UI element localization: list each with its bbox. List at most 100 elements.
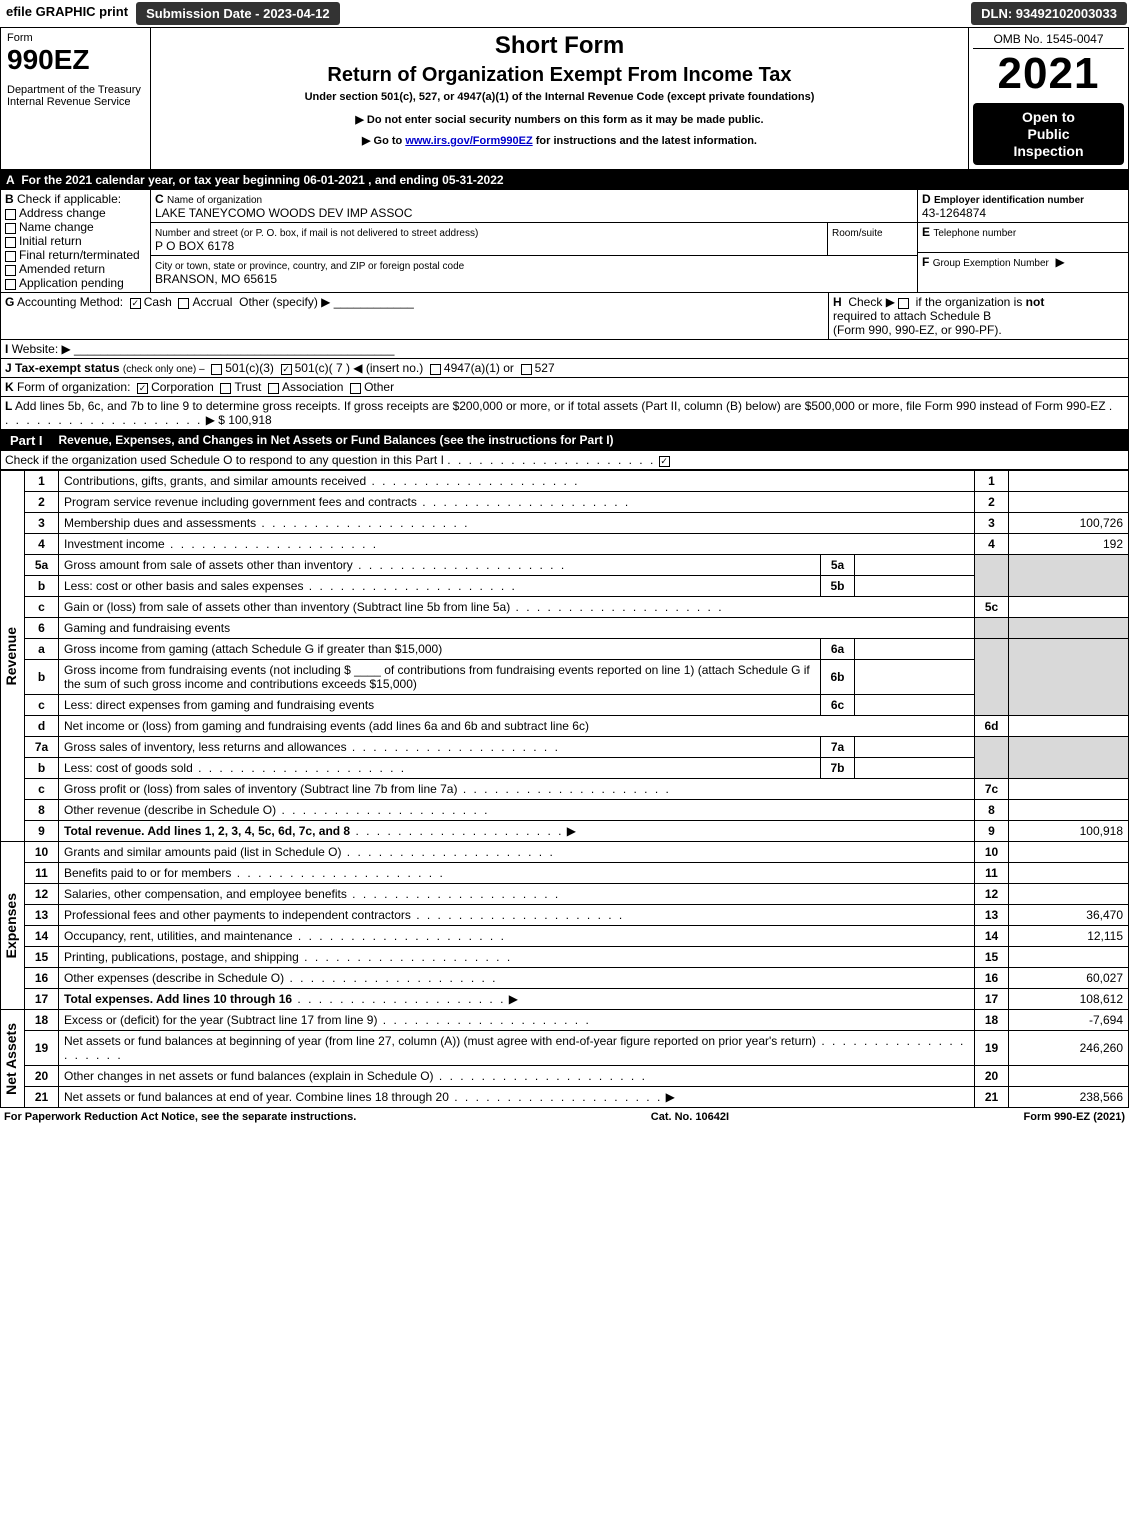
k-label: Form of organization: — [17, 380, 130, 394]
header-right: OMB No. 1545-0047 2021 Open to Public In… — [968, 28, 1128, 169]
b-checkbox[interactable] — [5, 251, 16, 262]
goto-post: for instructions and the latest informat… — [536, 135, 757, 147]
line-text: Contributions, gifts, grants, and simila… — [64, 474, 366, 488]
line-text: Investment income — [64, 537, 165, 551]
sub-amount — [855, 737, 975, 758]
line-number: 2 — [25, 492, 59, 513]
line-ref: 10 — [975, 842, 1009, 863]
line-text: Other changes in net assets or fund bala… — [64, 1069, 434, 1083]
h-text3: required to attach Schedule B — [833, 309, 991, 323]
dln-pill: DLN: 93492102003033 — [971, 2, 1127, 25]
j-527-checkbox[interactable] — [521, 364, 532, 375]
sub-amount — [855, 576, 975, 597]
accrual-checkbox[interactable] — [178, 298, 189, 309]
line-ref: 12 — [975, 884, 1009, 905]
line-number: 10 — [25, 842, 59, 863]
goto-link[interactable]: www.irs.gov/Form990EZ — [405, 135, 532, 147]
b-option: Final return/terminated — [5, 248, 146, 262]
e-label: Telephone number — [933, 228, 1016, 239]
line-ref: 8 — [975, 800, 1009, 821]
revenue-vlabel: Revenue — [1, 625, 21, 687]
b-checkbox[interactable] — [5, 265, 16, 276]
l-amount: $ 100,918 — [218, 413, 271, 427]
j-4947-checkbox[interactable] — [430, 364, 441, 375]
line-number: c — [25, 597, 59, 618]
k-other-checkbox[interactable] — [350, 383, 361, 394]
line-number: 17 — [25, 989, 59, 1010]
sub-ref: 5b — [821, 576, 855, 597]
line-number: 1 — [25, 471, 59, 492]
sub-amount — [855, 639, 975, 660]
line-amount: 238,566 — [1009, 1087, 1129, 1108]
j-501c3-checkbox[interactable] — [211, 364, 222, 375]
j-opt3: 4947(a)(1) or — [444, 361, 514, 375]
grey-cell — [1009, 618, 1129, 639]
line-text: Benefits paid to or for members — [64, 866, 231, 880]
line-amount — [1009, 492, 1129, 513]
line-text: Membership dues and assessments — [64, 516, 256, 530]
goto-pre: ▶ Go to — [362, 135, 405, 147]
line-amount — [1009, 716, 1129, 737]
section-b: B Check if applicable: Address changeNam… — [1, 190, 151, 292]
line-number: d — [25, 716, 59, 737]
sub-ref: 5a — [821, 555, 855, 576]
k-corp-checkbox[interactable]: ✓ — [137, 383, 148, 394]
line-ref: 7c — [975, 779, 1009, 800]
sub-ref: 7b — [821, 758, 855, 779]
line-ref: 16 — [975, 968, 1009, 989]
line-text: Printing, publications, postage, and shi… — [64, 950, 299, 964]
sub-amount — [855, 660, 975, 695]
b-option: Address change — [5, 206, 146, 220]
b-checkbox[interactable] — [5, 237, 16, 248]
section-g: G Accounting Method: ✓Cash Accrual Other… — [1, 293, 828, 339]
line-amount — [1009, 471, 1129, 492]
line-text: Other expenses (describe in Schedule O) — [64, 971, 284, 985]
k-trust-checkbox[interactable] — [220, 383, 231, 394]
g-accrual: Accrual — [192, 295, 232, 309]
part1-schedule-o-checkbox[interactable]: ✓ — [659, 456, 670, 467]
line-text: Net assets or fund balances at end of ye… — [64, 1090, 449, 1104]
org-city: BRANSON, MO 65615 — [155, 272, 277, 286]
c-name-label: Name of organization — [167, 195, 262, 206]
line-a-text: For the 2021 calendar year, or tax year … — [21, 173, 503, 187]
b-option: Name change — [5, 220, 146, 234]
line-amount: 60,027 — [1009, 968, 1129, 989]
org-name: LAKE TANEYCOMO WOODS DEV IMP ASSOC — [155, 206, 412, 220]
line-number: b — [25, 758, 59, 779]
line-text: Gross income from gaming (attach Schedul… — [64, 642, 442, 656]
ein-value: 43-1264874 — [922, 206, 986, 220]
line-number: a — [25, 639, 59, 660]
k-assoc-checkbox[interactable] — [268, 383, 279, 394]
line-l: L Add lines 5b, 6c, and 7b to line 9 to … — [0, 397, 1129, 430]
line-number: b — [25, 576, 59, 597]
goto-line: ▶ Go to www.irs.gov/Form990EZ for instru… — [155, 134, 964, 147]
org-street: P O BOX 6178 — [155, 239, 234, 253]
part1-header: Part I Revenue, Expenses, and Changes in… — [0, 430, 1129, 451]
dept-treasury: Department of the Treasury — [7, 84, 144, 96]
line-text: Grants and similar amounts paid (list in… — [64, 845, 341, 859]
cash-checkbox[interactable]: ✓ — [130, 298, 141, 309]
line-i: I Website: ▶ ___________________________… — [0, 340, 1129, 359]
section-def: D Employer identification number 43-1264… — [918, 190, 1128, 292]
bcdef-block: B Check if applicable: Address changeNam… — [0, 190, 1129, 293]
short-form-title: Short Form — [155, 32, 964, 60]
b-checkbox[interactable] — [5, 223, 16, 234]
c-street-label: Number and street (or P. O. box, if mail… — [155, 228, 478, 239]
line-ref: 17 — [975, 989, 1009, 1010]
h-checkbox[interactable] — [898, 298, 909, 309]
j-501c-checkbox[interactable]: ✓ — [281, 364, 292, 375]
b-label: Check if applicable: — [17, 192, 121, 206]
ssn-warning: ▶ Do not enter social security numbers o… — [155, 113, 964, 126]
b-checkbox[interactable] — [5, 279, 16, 290]
submission-date-pill: Submission Date - 2023-04-12 — [136, 2, 340, 25]
form-word: Form — [7, 32, 144, 44]
line-text: Total revenue. Add lines 1, 2, 3, 4, 5c,… — [64, 824, 350, 838]
f-label: Group Exemption Number — [933, 258, 1049, 269]
line-text: Gain or (loss) from sale of assets other… — [64, 600, 510, 614]
line-text: Gross sales of inventory, less returns a… — [64, 740, 347, 754]
b-checkbox[interactable] — [5, 209, 16, 220]
sub-amount — [855, 555, 975, 576]
line-amount — [1009, 884, 1129, 905]
line-amount — [1009, 863, 1129, 884]
grey-cell — [975, 737, 1009, 779]
